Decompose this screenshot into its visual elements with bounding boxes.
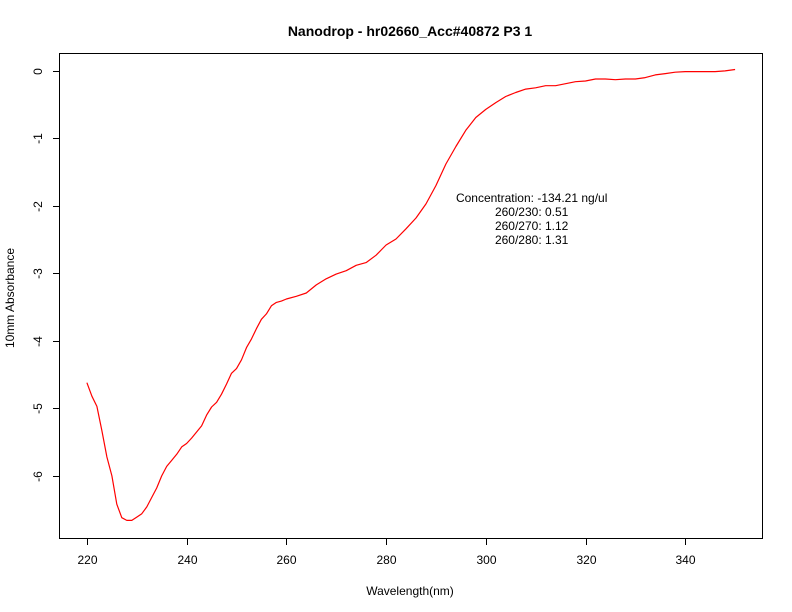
x-tick-label: 320 [576, 553, 596, 567]
annotation-line: Concentration: -134.21 ng/ul [456, 191, 607, 205]
x-tick-label: 220 [77, 553, 97, 567]
plot-frame [59, 53, 763, 539]
y-axis: 0 -1 -2 -3 -4 -5 -6 [31, 68, 60, 482]
y-tick-label: 0 [31, 68, 45, 75]
y-tick-label: -4 [31, 336, 45, 347]
y-axis-label: 10mm Absorbance [3, 248, 17, 348]
y-tick-label: -6 [31, 471, 45, 482]
annotation-line: 260/230: 0.51 [495, 205, 569, 219]
x-tick-label: 240 [177, 553, 197, 567]
annotation-line: 260/270: 1.12 [495, 219, 569, 233]
x-tick-label: 300 [476, 553, 496, 567]
y-tick-label: -3 [31, 268, 45, 279]
x-tick-label: 340 [675, 553, 695, 567]
y-tick-label: -2 [31, 201, 45, 212]
chart-title: Nanodrop - hr02660_Acc#40872 P3 1 [288, 23, 533, 39]
x-tick-label: 280 [376, 553, 396, 567]
x-tick-label: 260 [276, 553, 296, 567]
absorbance-series-line [86, 68, 736, 522]
x-axis: 220 240 260 280 300 320 340 [77, 538, 696, 567]
y-tick-label: -1 [31, 133, 45, 144]
series-layer [86, 68, 736, 522]
x-axis-label: Wavelength(nm) [366, 584, 454, 598]
annotation-line: 260/280: 1.31 [495, 233, 569, 247]
y-tick-label: -5 [31, 403, 45, 414]
